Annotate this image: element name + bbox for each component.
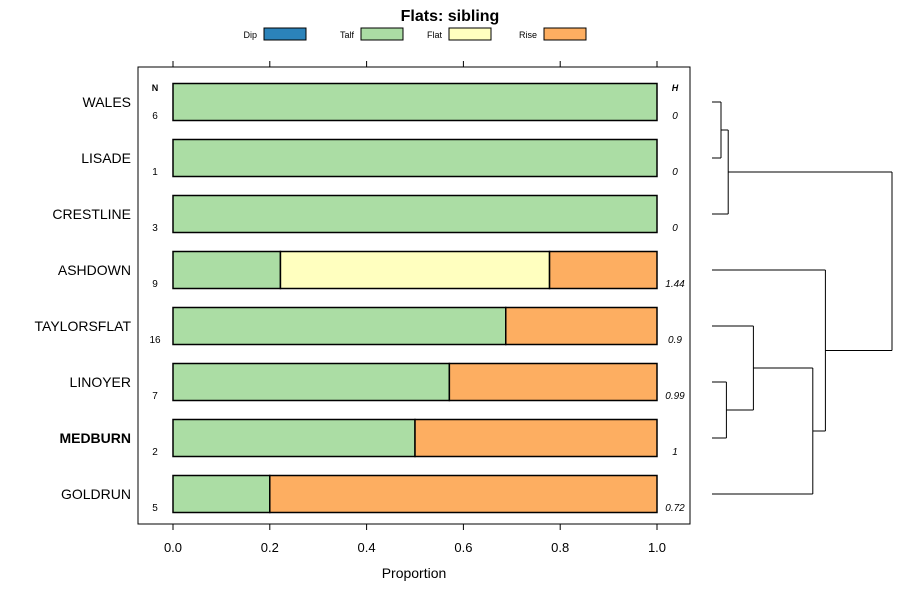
x-tick-label: 0.4	[358, 540, 376, 555]
category-label: MEDBURN	[59, 430, 131, 446]
h-value: 0.72	[665, 503, 685, 514]
bar-segment-talf	[172, 250, 282, 290]
legend: Dip Talf Flat Rise	[243, 27, 587, 41]
legend-swatch-flat	[448, 27, 492, 41]
x-tick-label: 0.2	[261, 540, 279, 555]
x-tick-label: 0.0	[164, 540, 182, 555]
n-value: 1	[152, 167, 158, 178]
bar-segment-talf	[172, 418, 416, 458]
bar-segment-talf	[172, 306, 507, 346]
row-crestline: CRESTLINE 3 0	[52, 194, 678, 234]
category-label: LINOYER	[70, 374, 131, 390]
x-tick-label: 1.0	[648, 540, 666, 555]
legend-swatch-dip	[263, 27, 307, 41]
row-wales: WALES 6 0	[83, 82, 678, 122]
legend-label-talf: Talf	[340, 30, 355, 40]
axes: 0.0 0.2 0.4 0.6 0.8 1.0	[164, 61, 666, 555]
bar-segment-talf	[172, 362, 451, 402]
n-value: 2	[152, 447, 158, 458]
legend-swatch-rise	[543, 27, 587, 41]
h-value: 0	[672, 223, 678, 234]
bar-segment-flat	[279, 250, 551, 290]
row-linoyer: LINOYER 7 0.99	[70, 362, 685, 402]
x-axis-label: Proportion	[382, 565, 447, 581]
row-ashdown: ASHDOWN 9 1.44	[58, 250, 685, 290]
h-value: 1	[672, 447, 678, 458]
row-medburn: MEDBURN 2 1	[59, 418, 678, 458]
bar-segment-talf	[172, 82, 658, 122]
chart-title: Flats: sibling	[401, 8, 500, 25]
n-value: 7	[152, 391, 158, 402]
legend-label-flat: Flat	[427, 30, 443, 40]
legend-label-dip: Dip	[243, 30, 257, 40]
n-value: 6	[152, 111, 158, 122]
dendrogram	[712, 101, 893, 495]
legend-label-rise: Rise	[519, 30, 537, 40]
category-label: GOLDRUN	[61, 486, 131, 502]
plot-frame	[137, 66, 691, 525]
h-value: 0	[672, 111, 678, 122]
category-label: WALES	[83, 94, 132, 110]
h-value: 0.9	[668, 335, 682, 346]
h-value: 0.99	[665, 391, 685, 402]
x-tick-label: 0.8	[551, 540, 569, 555]
row-taylorsflat: TAYLORSFLAT 16 0.9	[35, 306, 682, 346]
n-value: 16	[149, 335, 161, 346]
category-label: TAYLORSFLAT	[35, 318, 132, 334]
bar-segment-rise	[448, 362, 658, 402]
bar-segment-talf	[172, 138, 658, 178]
bar-segment-talf	[172, 194, 658, 234]
n-header: N	[152, 83, 159, 93]
bar-segment-rise	[269, 474, 658, 514]
row-lisade: LISADE 1 0	[81, 138, 678, 178]
bar-segment-rise	[414, 418, 658, 458]
n-value: 5	[152, 503, 158, 514]
h-value: 0	[672, 167, 678, 178]
bar-rows: WALES 6 0 LISADE 1 0 CRESTLINE 3 0 ASHDOWN 9 1.44 TA…	[35, 82, 685, 514]
bar-segment-talf	[172, 474, 271, 514]
bar-segment-rise	[548, 250, 658, 290]
n-value: 3	[152, 223, 158, 234]
x-tick-label: 0.6	[454, 540, 472, 555]
category-label: LISADE	[81, 150, 131, 166]
bar-segment-rise	[505, 306, 658, 346]
h-value: 1.44	[665, 279, 685, 290]
n-value: 9	[152, 279, 158, 290]
row-goldrun: GOLDRUN 5 0.72	[61, 474, 685, 514]
category-label: ASHDOWN	[58, 262, 131, 278]
category-label: CRESTLINE	[52, 206, 131, 222]
legend-swatch-talf	[360, 27, 404, 41]
h-header: H	[672, 83, 679, 93]
